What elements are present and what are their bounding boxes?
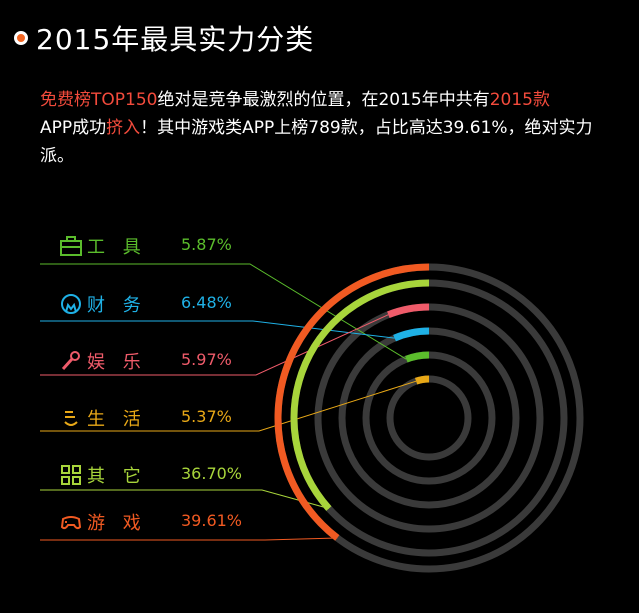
life-icon <box>64 411 78 426</box>
legend-value-other: 36.70% <box>181 464 243 483</box>
ring-arc-finance <box>393 327 430 342</box>
legend-value-life: 5.37% <box>181 407 232 426</box>
desc-part-5: 挤入 <box>106 118 141 138</box>
finance-icon <box>61 294 81 314</box>
legend-value-games: 39.61% <box>181 511 243 530</box>
legend-label-entertainment: 娱 乐 <box>87 352 147 373</box>
leader-line-entertainment <box>40 314 389 376</box>
gamepad-icon <box>60 516 82 530</box>
ring-track-tools <box>362 351 496 485</box>
grid-icon <box>61 465 81 485</box>
desc-part-3: 2015款 <box>489 90 550 110</box>
legend-label-finance: 财 务 <box>87 295 147 316</box>
legend-label-life: 生 活 <box>87 409 147 430</box>
desc-part-2: 绝对是竞争最激烈的位置，在2015年中共有 <box>157 90 490 110</box>
legend-label-other: 其 它 <box>87 466 147 487</box>
legend-value-tools: 5.87% <box>181 235 232 254</box>
title-row: 2015年最具实力分类 <box>14 18 314 58</box>
legend-value-entertainment: 5.97% <box>181 350 232 369</box>
ring-track-entertainment <box>314 303 544 533</box>
leader-line-finance <box>40 320 395 339</box>
ring-track-life <box>386 375 472 461</box>
leader-line-tools <box>40 263 407 360</box>
title-bullet-icon <box>14 31 28 45</box>
leader-line-games <box>40 537 338 541</box>
description-text: 免费榜TOP150绝对是竞争最激烈的位置，在2015年中共有2015款 APP成功… <box>40 86 620 170</box>
legend-label-games: 游 戏 <box>87 513 147 534</box>
desc-part-1: 免费榜TOP150 <box>40 90 158 110</box>
ring-arc-life <box>414 375 430 385</box>
legend-value-finance: 6.48% <box>181 293 232 312</box>
ring-arc-other <box>290 279 430 511</box>
legend-label-tools: 工 具 <box>87 237 147 258</box>
leader-line-other <box>40 489 329 510</box>
microphone-icon <box>61 351 80 371</box>
desc-part-6: ！其中游戏类APP上榜789款，占比高达39.61%，绝对实力派。 <box>40 118 593 166</box>
desc-part-4: APP成功 <box>40 118 107 138</box>
ring-arc-tools <box>405 351 430 363</box>
ring-arc-entertainment <box>387 303 430 319</box>
toolbox-icon <box>60 236 82 256</box>
ring-arc-games <box>274 263 430 541</box>
page-title: 2015年最具实力分类 <box>36 23 315 56</box>
leader-line-life <box>40 380 417 432</box>
